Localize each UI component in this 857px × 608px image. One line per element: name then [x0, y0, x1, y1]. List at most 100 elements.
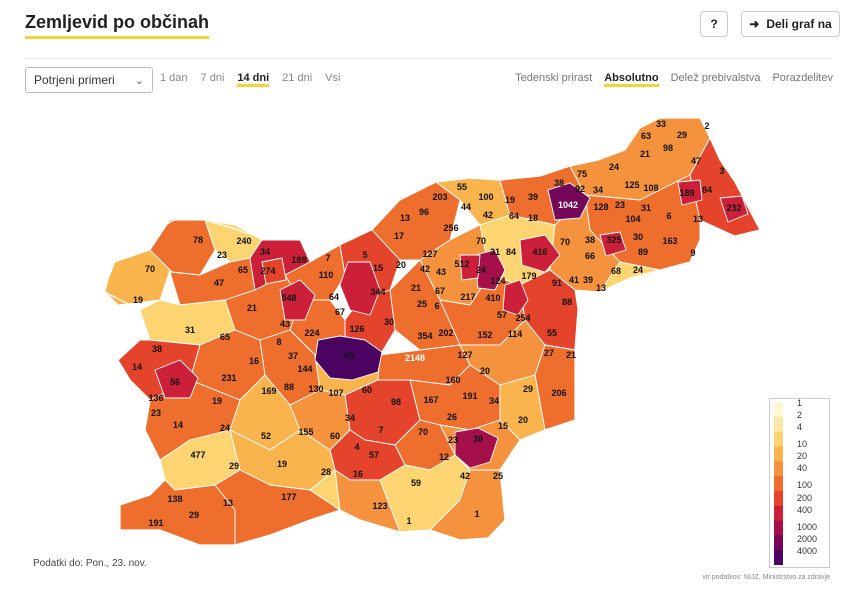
- tab-weekly-growth[interactable]: Tedenski prirast: [515, 72, 593, 84]
- municipality-value-label: 56: [170, 377, 180, 387]
- municipality-value-label: 19: [505, 195, 515, 205]
- tab-7-days[interactable]: 7 dni: [200, 72, 225, 84]
- municipality-value-label: 26: [447, 412, 457, 422]
- tab-21-days[interactable]: 21 dni: [282, 72, 313, 84]
- municipality-regions: [103, 117, 761, 546]
- tab-absolute[interactable]: Absolutno: [604, 72, 659, 87]
- municipality-region[interactable]: [119, 479, 236, 546]
- municipality-value-label: 18: [528, 213, 538, 223]
- municipality-value-label: 63: [641, 131, 651, 141]
- municipality-region[interactable]: [314, 335, 383, 381]
- tab-population-share[interactable]: Delež prebivalstva: [670, 72, 761, 84]
- municipality-value-label: 206: [551, 388, 566, 398]
- municipality-value-label: 8: [276, 337, 281, 347]
- municipality-value-label: 3: [719, 166, 724, 176]
- legend-swatch: [774, 520, 783, 536]
- municipality-value-label: 136: [148, 393, 163, 403]
- tab-1-day[interactable]: 1 dan: [160, 72, 188, 84]
- municipality-value-label: 110: [319, 270, 334, 280]
- country-outline: [104, 117, 761, 546]
- legend-tick: 2: [797, 410, 803, 420]
- municipality-region[interactable]: [154, 359, 199, 399]
- municipality-value-label: 125: [624, 180, 639, 190]
- municipality-region[interactable]: [339, 261, 381, 316]
- municipality-value-label: 416: [532, 247, 547, 257]
- municipality-value-label: 17: [394, 231, 404, 241]
- municipality-value-label: 23: [217, 250, 227, 260]
- municipality-value-label: 75: [577, 169, 587, 179]
- share-button[interactable]: ➜ Deli graf na: [741, 11, 840, 37]
- municipality-value-label: 163: [662, 236, 677, 246]
- municipality-value-label: 42: [420, 264, 430, 274]
- municipality-value-label: 39: [528, 192, 538, 202]
- municipality-value-label: 130: [308, 384, 323, 394]
- municipality-value-label: 13: [223, 498, 233, 508]
- municipality-value-label: 16: [353, 469, 363, 479]
- tab-14-days[interactable]: 14 dni: [237, 72, 270, 87]
- municipality-value-label: 34: [489, 396, 499, 406]
- legend-swatch: [774, 402, 783, 418]
- municipality-value-label: 64: [329, 292, 339, 302]
- municipality-region[interactable]: [719, 195, 749, 223]
- municipality-value-label: 217: [460, 292, 475, 302]
- municipality-region[interactable]: [599, 231, 627, 257]
- metric-select-value: Potrjeni primeri: [34, 73, 115, 87]
- municipality-value-label: 191: [148, 518, 163, 528]
- municipality-value-label: 88: [284, 382, 294, 392]
- municipality-value-label: 191: [462, 391, 477, 401]
- municipality-value-label: 126: [349, 324, 364, 334]
- municipality-region[interactable]: [261, 257, 287, 285]
- municipality-value-label: 55: [457, 182, 467, 192]
- municipality-value-label: 13: [596, 283, 606, 293]
- municipality-value-label: 65: [344, 351, 354, 361]
- municipality-value-label: 70: [560, 237, 570, 247]
- page-title: Zemljevid po občinah: [25, 12, 210, 39]
- legend-tick: 1000: [797, 522, 818, 532]
- municipality-value-label: 14: [132, 362, 142, 372]
- municipality-value-label: 31: [641, 203, 651, 213]
- municipality-value-label: 25: [493, 471, 503, 481]
- municipality-value-label: 78: [193, 235, 203, 245]
- municipality-value-label: 43: [436, 267, 446, 277]
- municipality-value-label: 68: [611, 266, 621, 276]
- municipality-value-label: 344: [370, 287, 385, 297]
- municipality-value-label: 98: [391, 397, 401, 407]
- municipality-region[interactable]: [309, 469, 341, 511]
- tab-all[interactable]: Vsi: [325, 72, 341, 84]
- municipality-value-label: 27: [544, 348, 554, 358]
- municipality-value-label: 203: [432, 192, 447, 202]
- municipality-value-label: 57: [497, 310, 507, 320]
- municipality-region[interactable]: [279, 279, 316, 321]
- municipality-value-label: 38: [585, 235, 595, 245]
- municipality-value-label: 29: [189, 510, 199, 520]
- municipality-region[interactable]: [474, 249, 506, 291]
- municipality-value-label: 477: [190, 450, 205, 460]
- municipality-region[interactable]: [502, 279, 529, 316]
- municipality-region[interactable]: [677, 179, 703, 206]
- help-button[interactable]: ?: [700, 11, 728, 37]
- legend-swatch: [774, 446, 783, 462]
- legend-tick: 200: [797, 493, 813, 503]
- municipality-value-label: 44: [461, 202, 471, 212]
- legend-color-scale: [774, 402, 783, 565]
- municipality-region[interactable]: [547, 182, 591, 221]
- municipality-region[interactable]: [454, 427, 499, 469]
- legend-swatch: [774, 550, 783, 565]
- municipality-region[interactable]: [519, 234, 561, 273]
- municipality-value-label: 65: [220, 332, 230, 342]
- municipality-value-label: 29: [677, 130, 687, 140]
- municipality-value-label: 114: [508, 329, 523, 339]
- legend-tick: 100: [797, 480, 813, 490]
- municipality-value-label: 7: [325, 253, 330, 263]
- municipality-value-label: 1: [406, 516, 411, 526]
- municipality-value-label: 88: [562, 297, 572, 307]
- municipality-value-label: 65: [238, 265, 248, 275]
- tab-distribution[interactable]: Porazdelitev: [772, 72, 833, 84]
- metric-select[interactable]: Potrjeni primeri ⌄: [25, 67, 153, 93]
- municipality-value-label: 24: [476, 265, 486, 275]
- municipality-value-label: 38: [554, 178, 564, 188]
- municipality-region[interactable]: [459, 254, 481, 281]
- municipality-value-label: 84: [702, 185, 712, 195]
- municipality-value-label: 224: [304, 328, 319, 338]
- municipality-value-label: 29: [523, 384, 533, 394]
